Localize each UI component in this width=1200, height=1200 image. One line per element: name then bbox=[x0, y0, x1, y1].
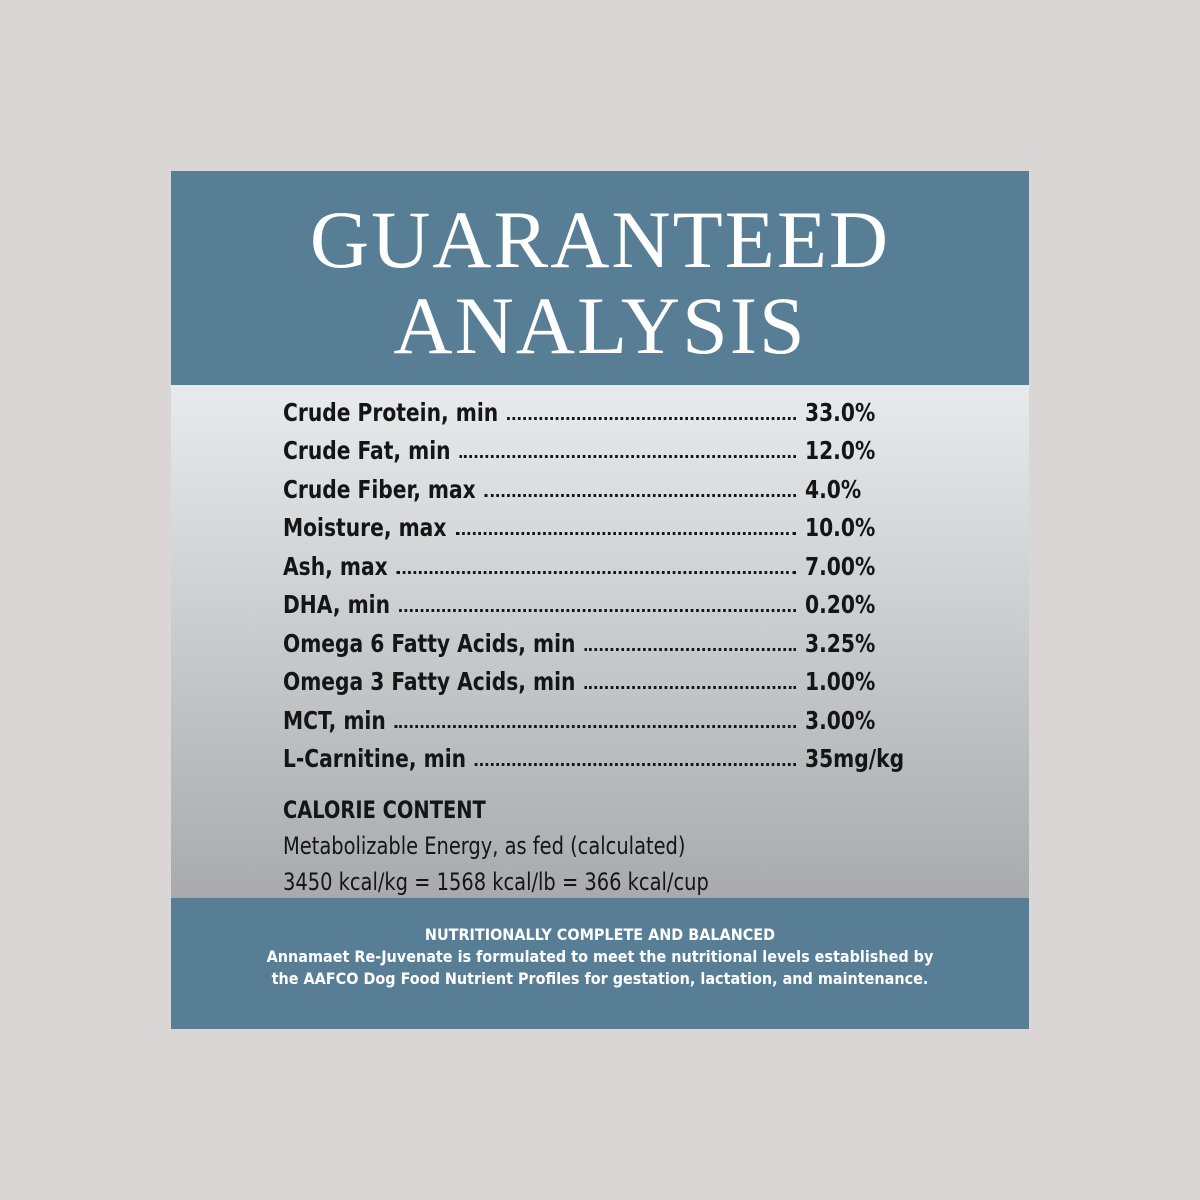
calorie-line: Metabolizable Energy, as fed (calculated… bbox=[283, 832, 686, 860]
dot-leader bbox=[584, 674, 796, 690]
row: Crude Fat, min 12.0% bbox=[283, 432, 913, 471]
row: Omega 6 Fatty Acids, min 3.25% bbox=[283, 624, 913, 663]
calorie: CALORIE CONTENT Metabolizable Energy, as… bbox=[283, 792, 954, 900]
dot-leader bbox=[455, 520, 796, 536]
row: MCT, min 3.00% bbox=[283, 701, 913, 740]
nutrient: Moisture, max bbox=[283, 513, 447, 543]
panel: GUARANTEED ANALYSIS Crude Protein, min 33… bbox=[171, 171, 1029, 1029]
nutrient: Crude Fat, min bbox=[283, 436, 451, 466]
title: ANALYSIS bbox=[393, 280, 807, 371]
amount: 3.00% bbox=[805, 705, 876, 735]
nutrient: L-Carnitine, min bbox=[283, 744, 467, 774]
title: GUARANTEED bbox=[309, 194, 891, 285]
amount: 0.20% bbox=[805, 590, 876, 620]
nutrient: MCT, min bbox=[283, 705, 386, 735]
amount: 33.0% bbox=[805, 397, 876, 427]
dot-leader bbox=[394, 713, 796, 728]
footer-heading: NUTRITIONALLY COMPLETE AND BALANCED bbox=[424, 925, 776, 944]
nutrient: Ash, max bbox=[283, 551, 388, 581]
dot-leader bbox=[396, 559, 796, 574]
row: DHA, min 0.20% bbox=[283, 586, 913, 625]
analysis: Crude Protein, min 33.0% Crude Fat, min 12.… bbox=[171, 385, 1029, 898]
amount: 4.0% bbox=[805, 474, 862, 504]
rows: Crude Protein, min 33.0% Crude Fat, min 12.… bbox=[283, 393, 1029, 778]
row: Crude Fiber, max 4.0% bbox=[283, 470, 913, 509]
nutrient: Omega 6 Fatty Acids, min bbox=[283, 628, 576, 658]
amount: 12.0% bbox=[805, 436, 876, 466]
footer-line: the AAFCO Dog Food Nutrient Profiles for… bbox=[271, 969, 929, 988]
calorie-line: 3450 kcal/kg = 1568 kcal/lb = 366 kcal/c… bbox=[283, 868, 709, 896]
row: Omega 3 Fatty Acids, min 1.00% bbox=[283, 663, 913, 702]
nutrient: DHA, min bbox=[283, 590, 391, 620]
nutrient: Crude Fiber, max bbox=[283, 474, 476, 504]
row: Moisture, max 10.0% bbox=[283, 509, 913, 548]
footer: NUTRITIONALLY COMPLETE AND BALANCED Anna… bbox=[171, 898, 1029, 1029]
amount: 3.25% bbox=[805, 628, 876, 658]
amount: 10.0% bbox=[805, 513, 876, 543]
amount: 7.00% bbox=[805, 551, 876, 581]
amount: 35mg/kg bbox=[805, 744, 905, 774]
nutrient: Crude Protein, min bbox=[283, 397, 499, 427]
row: Crude Protein, min 33.0% bbox=[283, 393, 913, 432]
dot-leader bbox=[507, 405, 796, 420]
calorie-heading: CALORIE CONTENT bbox=[283, 796, 486, 824]
header: GUARANTEED ANALYSIS bbox=[171, 171, 1029, 385]
row: Ash, max 7.00% bbox=[283, 547, 913, 586]
row: L-Carnitine, min 35mg/kg bbox=[283, 740, 913, 779]
nutrient: Omega 3 Fatty Acids, min bbox=[283, 667, 576, 697]
dot-leader bbox=[584, 636, 796, 651]
dot-leader bbox=[399, 597, 796, 613]
footer-line: Annamaet Re-Juvenate is formulated to me… bbox=[266, 947, 934, 966]
dot-leader bbox=[484, 482, 796, 497]
amount: 1.00% bbox=[805, 667, 876, 697]
dot-leader bbox=[475, 751, 796, 767]
dot-leader bbox=[459, 443, 796, 459]
